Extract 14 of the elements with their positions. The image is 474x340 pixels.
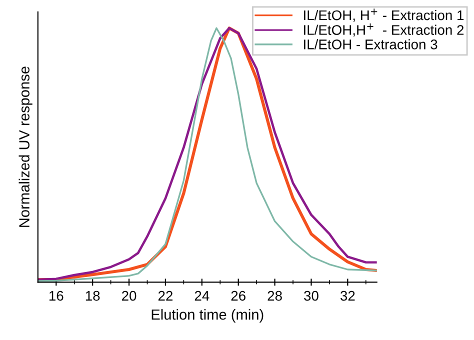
- x-tick-label: 28: [268, 290, 282, 301]
- legend-label: IL/EtOH - Extraction 3: [304, 39, 438, 50]
- x-tick-label: 24: [194, 290, 210, 301]
- x-axis-title: Elution time (min): [152, 309, 264, 323]
- x-tick-label: 20: [122, 290, 136, 301]
- y-axis-title: Normalized UV response: [18, 66, 32, 227]
- x-tick-label: 18: [86, 290, 100, 301]
- x-tick-label: 16: [49, 290, 64, 301]
- legend-label: IL/EtOH,H$^{+}$ - Extraction 2: [304, 23, 464, 37]
- x-tick-label: 30: [304, 290, 318, 301]
- x-tick-label: 26: [231, 290, 246, 301]
- x-tick-label: 32: [340, 290, 355, 301]
- x-tick-label: 22: [158, 290, 172, 301]
- legend-label: IL/EtOH, H$^{+}$ - Extraction 1: [304, 8, 464, 22]
